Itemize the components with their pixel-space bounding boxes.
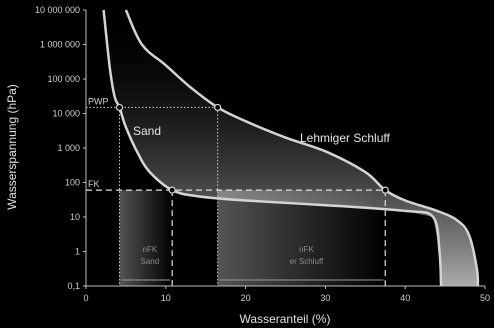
nfk-sublabel-2: er Schluff (290, 257, 324, 266)
x-axis-title: Wasseranteil (%) (240, 312, 331, 326)
pwp-label: PWP (88, 96, 109, 106)
sand-curve-label: Sand (133, 124, 161, 138)
nfk-label-2: nFK (299, 245, 314, 254)
y-tick-label: 1 000 (57, 143, 80, 153)
y-tick-label: 1 (75, 247, 80, 257)
schluff-curve (124, 9, 480, 287)
nfk-sublabel-1: Sand (141, 257, 160, 266)
markers (115, 103, 389, 194)
y-tick-label: 100 000 (47, 74, 80, 84)
x-tick-label: 40 (400, 293, 410, 303)
labels: PWP FK Sand Lehmiger Schluff nFK Sand nFK er Sc… (88, 96, 390, 266)
schluff-curve-label: Lehmiger Schluff (300, 131, 390, 145)
x-tick-label: 0 (83, 293, 88, 303)
x-tick-label: 30 (320, 293, 330, 303)
fk-label: FK (88, 179, 100, 189)
y-tick-label: 0,1 (67, 281, 80, 291)
y-axis-title: Wasserspannung (hPa) (5, 84, 19, 210)
nfk-label-1: nFK (143, 245, 158, 254)
intersection-marker (381, 186, 389, 194)
x-tick-label: 10 (161, 293, 171, 303)
x-tick-label: 20 (241, 293, 251, 303)
intersection-marker (168, 186, 176, 194)
y-tick-label: 10 000 000 (35, 5, 80, 15)
y-tick-label: 10 (70, 212, 80, 222)
reference-lines (86, 106, 386, 286)
nfk-region-1 (119, 190, 173, 286)
intersection-marker (115, 103, 124, 112)
y-tick-label: 100 (65, 178, 80, 188)
y-tick-label: 1 000 000 (40, 40, 80, 50)
intersection-marker (214, 103, 222, 112)
area-between-curves (103, 10, 478, 286)
y-tick-label: 10 000 (52, 109, 80, 119)
x-tick-label: 50 (480, 293, 490, 303)
shaded-regions (103, 10, 478, 286)
